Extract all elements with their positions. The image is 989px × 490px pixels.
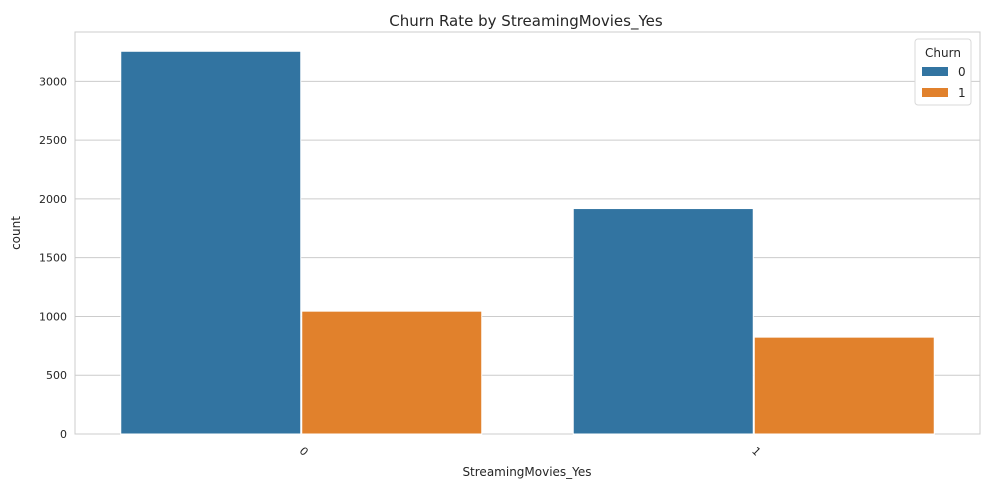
chart-title: Churn Rate by StreamingMovies_Yes [389, 12, 663, 31]
y-tick-label: 1500 [39, 252, 67, 265]
legend-label-0: 0 [958, 65, 966, 79]
legend: Churn 0 1 [914, 38, 972, 106]
y-tick-label: 3000 [39, 75, 67, 88]
bar-1-churn-1 [753, 336, 935, 435]
legend-label-1: 1 [958, 86, 966, 100]
bar-1-churn-0 [572, 208, 754, 435]
bar-0-churn-1 [301, 310, 483, 435]
bar-0-churn-0 [120, 50, 302, 435]
y-tick-label: 0 [60, 428, 67, 441]
bars [120, 50, 935, 435]
y-tick-label: 2000 [39, 193, 67, 206]
x-tick-label: 1 [749, 444, 763, 458]
legend-title: Churn [925, 46, 961, 60]
y-tick-label: 1000 [39, 310, 67, 323]
x-axis-label: StreamingMovies_Yes [462, 465, 591, 479]
legend-swatch-0 [922, 67, 948, 76]
y-axis-ticks: 0 500 1000 1500 2000 2500 3000 [39, 75, 67, 441]
y-tick-label: 2500 [39, 134, 67, 147]
legend-swatch-1 [922, 88, 948, 97]
x-tick-label: 0 [297, 444, 311, 458]
y-axis-label: count [9, 216, 23, 250]
y-tick-label: 500 [46, 369, 67, 382]
